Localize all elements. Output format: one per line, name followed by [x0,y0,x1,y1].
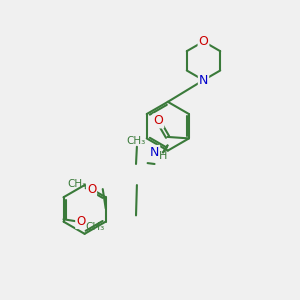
Text: O: O [76,215,86,228]
Text: CH₃: CH₃ [85,222,105,232]
Text: N: N [150,146,159,159]
Text: CH₃: CH₃ [68,179,87,189]
Text: O: O [87,183,96,196]
Text: CH₃: CH₃ [126,136,146,146]
Text: N: N [199,74,208,87]
Text: H: H [159,151,167,161]
Text: O: O [153,115,163,128]
Text: O: O [199,35,208,48]
